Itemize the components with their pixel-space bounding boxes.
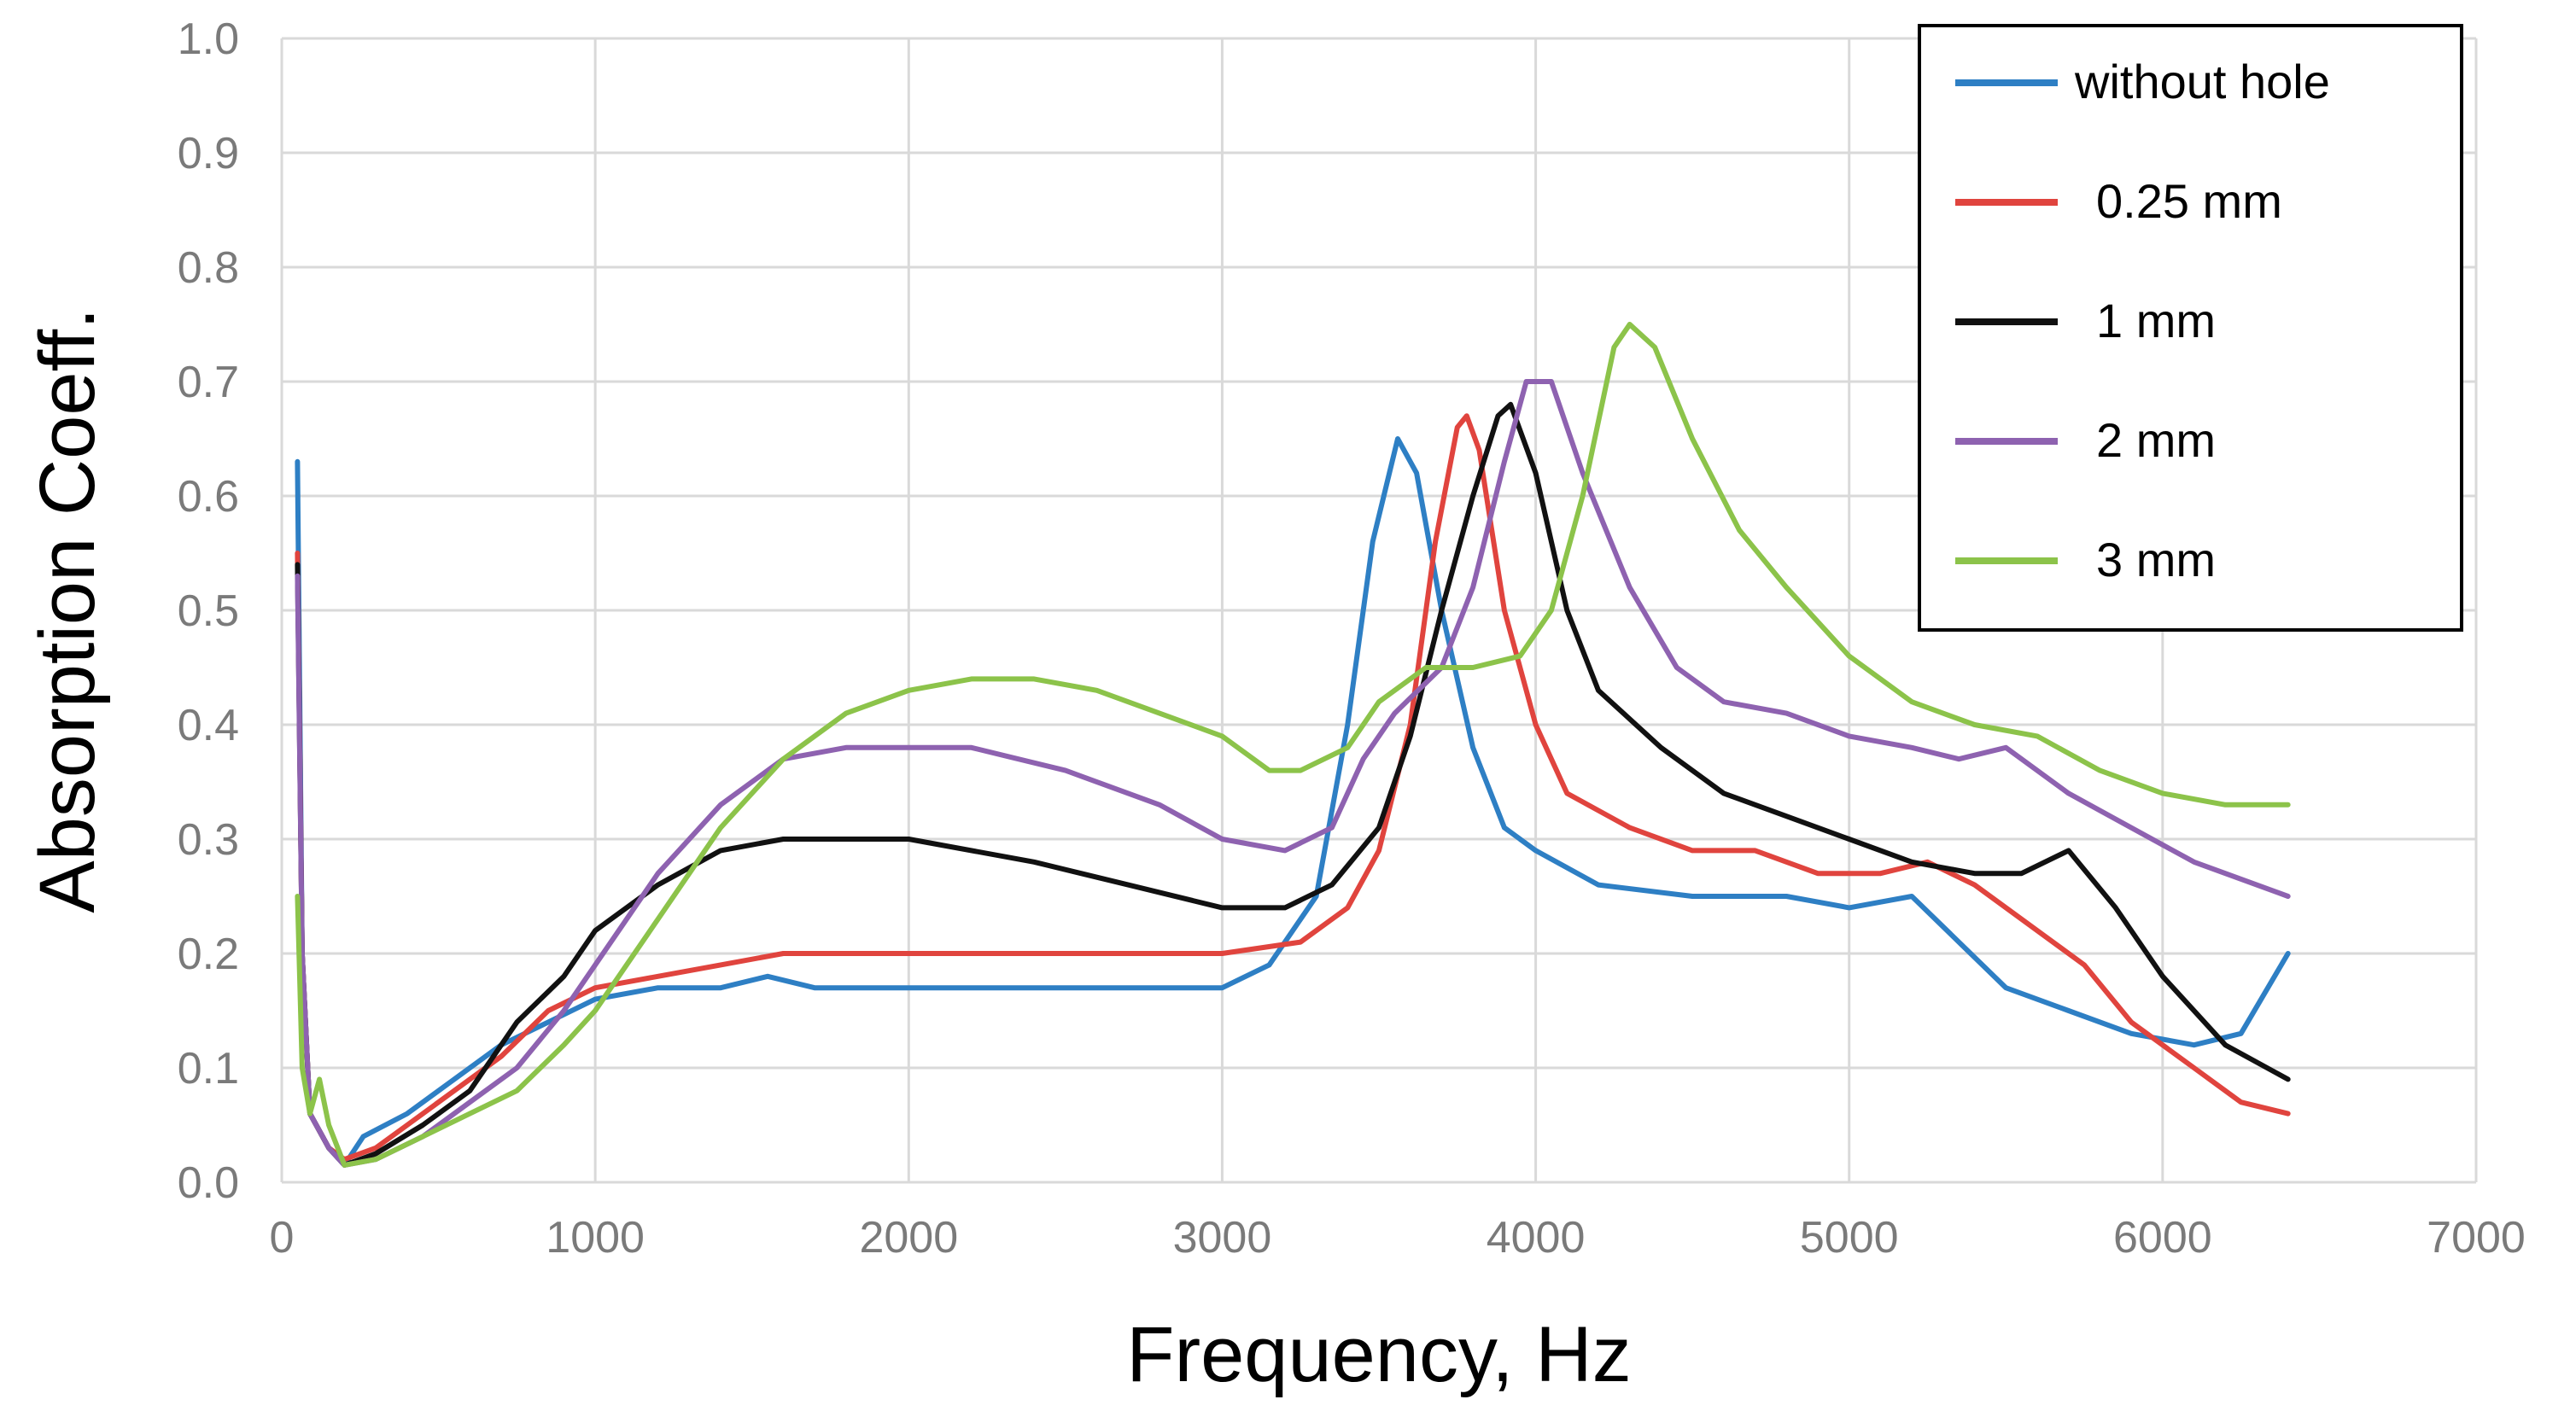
y-tick-label: 0.0 (178, 1158, 239, 1208)
y-tick-label: 0.7 (178, 358, 239, 407)
x-tick-label: 6000 (2113, 1213, 2212, 1262)
y-tick-label: 0.6 (178, 472, 239, 522)
legend-box (1918, 24, 2463, 632)
x-tick-label: 0 (270, 1213, 295, 1262)
y-tick-label: 0.4 (178, 701, 239, 750)
x-tick-label: 4000 (1487, 1213, 1586, 1262)
y-tick-label: 0.5 (178, 586, 239, 636)
y-tick-label: 0.3 (178, 815, 239, 865)
legend-label: 2 mm (2096, 413, 2216, 467)
x-tick-label: 1000 (546, 1213, 645, 1262)
y-axis-title: Absorption Coeff. (24, 307, 111, 913)
x-tick-labels: 0 1000 2000 3000 4000 5000 6000 7000 (270, 1213, 2526, 1262)
series-line-4 (295, 322, 2291, 1168)
y-tick-label: 0.2 (178, 930, 239, 979)
x-axis-title: Frequency, Hz (1126, 1311, 1631, 1398)
legend: without hole 0.25 mm 1 mm 2 mm 3 mm (1918, 24, 2463, 632)
legend-label: without hole (2074, 55, 2330, 108)
legend-label: 0.25 mm (2096, 174, 2282, 228)
x-tick-label: 7000 (2427, 1213, 2526, 1262)
series-line-2 (295, 401, 2291, 1168)
y-tick-labels: 0.0 0.1 0.2 0.3 0.4 0.5 0.6 0.7 0.8 0.9 1.0 (178, 15, 239, 1208)
y-tick-label: 0.9 (178, 129, 239, 178)
series-lines (295, 322, 2291, 1168)
legend-label: 3 mm (2096, 533, 2216, 586)
y-tick-label: 0.8 (178, 243, 239, 293)
x-tick-label: 5000 (1800, 1213, 1899, 1262)
y-tick-label: 0.1 (178, 1044, 239, 1093)
x-tick-label: 3000 (1173, 1213, 1272, 1262)
x-tick-label: 2000 (859, 1213, 958, 1262)
y-tick-label: 1.0 (178, 15, 239, 64)
series-line-3 (295, 379, 2291, 1168)
legend-label: 1 mm (2096, 294, 2216, 347)
legend-items: without hole 0.25 mm 1 mm 2 mm 3 mm (1955, 55, 2330, 586)
series-line-0 (295, 436, 2291, 1168)
